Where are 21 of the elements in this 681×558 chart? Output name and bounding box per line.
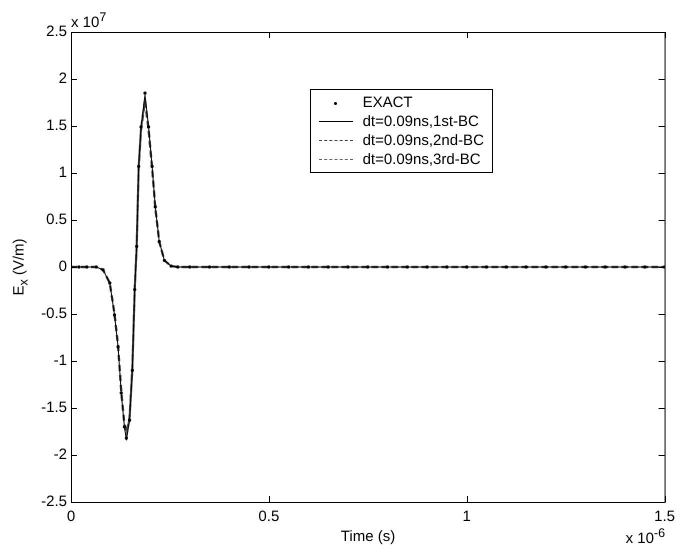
y-tick-label: -0.5 <box>41 305 67 322</box>
y-tick-label: 2 <box>58 70 67 88</box>
y-tick-label: -1.5 <box>41 399 67 416</box>
y-tick-label: 1 <box>58 164 67 182</box>
y-tick-label: 0.5 <box>46 211 67 228</box>
y-tick-label: -2.5 <box>41 493 67 510</box>
text: x 10$^{-6}$ <box>626 526 666 547</box>
y-tick-label: -2 <box>54 446 67 464</box>
legend-label: dt=0.09ns,1st-BC <box>362 113 479 130</box>
legend-label: EXACT <box>362 94 413 111</box>
y-tick-label: 2.5 <box>46 23 67 40</box>
legend-label: dt=0.09ns,3rd-BC <box>362 151 481 168</box>
legend-label: dt=0.09ns,2nd-BC <box>362 132 484 149</box>
y-tick-label: 0 <box>58 258 67 276</box>
x-tick-label: 1.5 <box>654 508 676 526</box>
x-tick-label: 0.5 <box>258 508 280 526</box>
y-tick-label: 1.5 <box>46 117 67 134</box>
text: x 10$^{7}$ <box>71 10 106 31</box>
x-axis-title: Time (s) <box>340 528 396 545</box>
x-tick-label: 1 <box>462 508 471 526</box>
y-tick-label: -1 <box>54 352 67 370</box>
